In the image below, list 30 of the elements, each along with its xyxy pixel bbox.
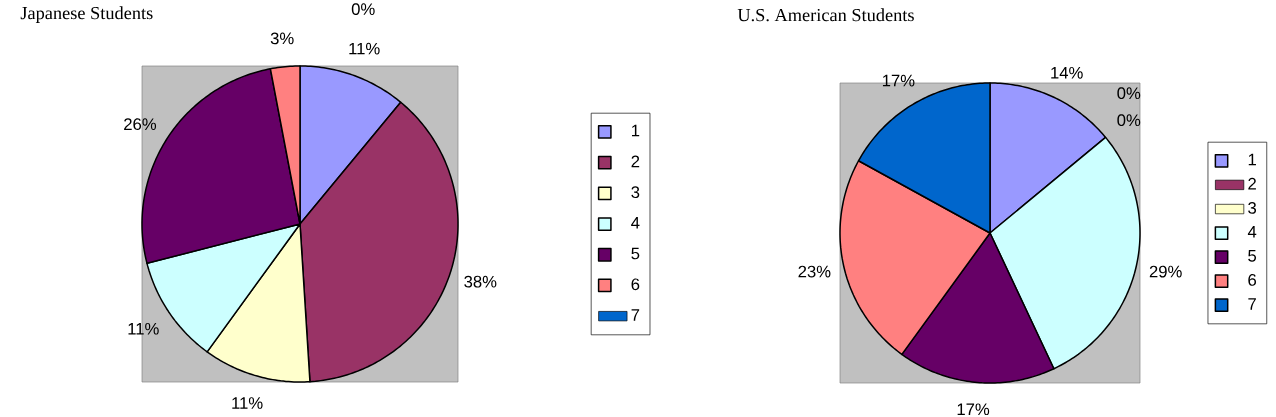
data-label: 11% [232,397,263,409]
legend-label: 5 [1248,250,1257,262]
legend-label: 4 [1247,226,1257,238]
data-label: 29% [1149,265,1182,278]
legend-label: 2 [1248,177,1256,190]
legend-label: 7 [1248,298,1256,310]
data-label: 11% [349,42,380,55]
data-label: 23% [798,265,831,278]
legend-label: 1 [1248,153,1256,166]
data-label: 14% [1051,66,1083,79]
data-label: 17% [957,403,990,416]
legend-label: 4 [631,217,640,229]
data-label: 38% [464,275,497,288]
data-label: 26% [124,118,157,131]
legend-label: 1 [632,124,640,137]
chart-title: Japanese Students [20,6,153,23]
text: 0% [1117,87,1141,100]
legend-label: 2 [631,155,640,168]
chart-title: U.S. American Students [737,8,914,22]
legend-label: 3 [1248,201,1257,214]
legend-label: 6 [631,278,640,291]
legend-label: 3 [631,186,640,199]
data-label: 17% [882,74,915,87]
text: 0% [1117,114,1141,127]
legend-label: 7 [631,309,640,321]
legend-label: 5 [631,247,640,260]
text: 0% [351,3,375,16]
legend-label: 6 [1248,274,1257,286]
data-label: 3% [270,32,294,45]
data-label: 11% [128,322,159,335]
